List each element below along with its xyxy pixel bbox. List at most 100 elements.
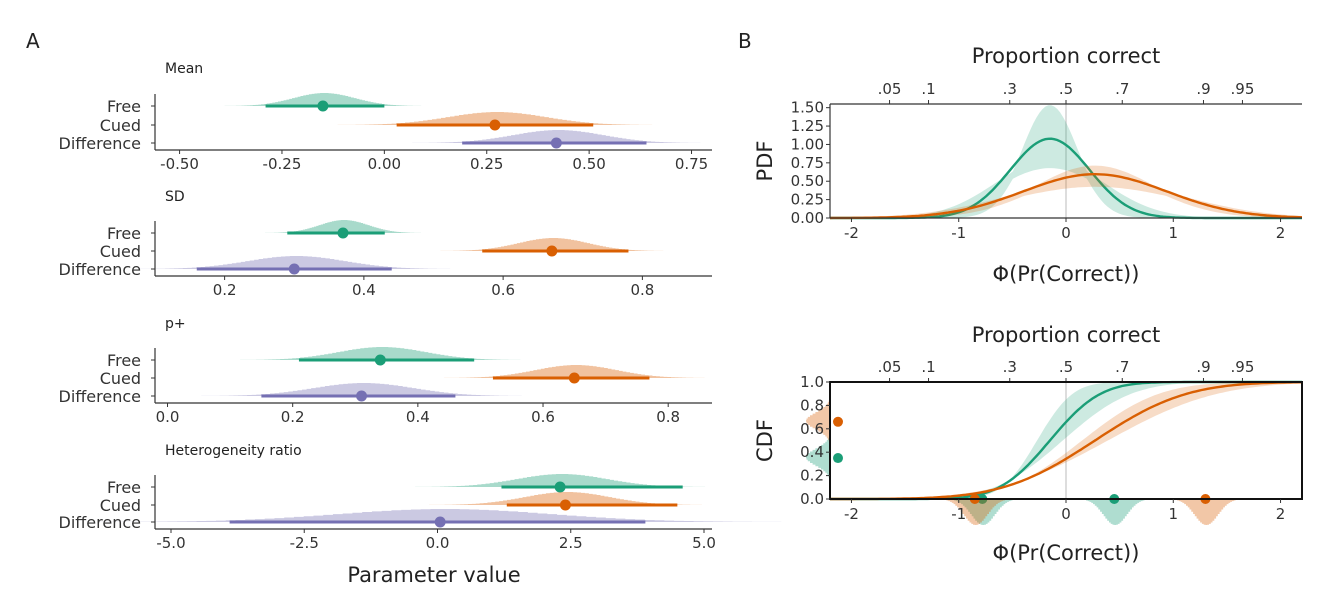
a1-point-difference bbox=[550, 137, 562, 149]
pdf-y-tick-label: 0.75 bbox=[791, 154, 824, 172]
a4-row-label-free: Free bbox=[107, 478, 141, 497]
a4-x-tick-label: -2.5 bbox=[290, 534, 319, 552]
a2-x-tick-label: 0.2 bbox=[213, 281, 237, 299]
a3-x-tick-label: 0.0 bbox=[156, 408, 180, 426]
cdf-pplus-point-free bbox=[833, 453, 843, 464]
pdf-band-cued bbox=[830, 165, 1302, 218]
a1-title: Mean bbox=[165, 61, 203, 77]
a3-point-difference bbox=[356, 390, 368, 402]
cdf-top-tick-label: .5 bbox=[1059, 358, 1073, 376]
cdf-y-tick-label: 0.8 bbox=[800, 396, 824, 414]
panel-b: Proportion correct.05.1.3.5.7.9.950.000.… bbox=[753, 44, 1303, 565]
a4-point-free bbox=[554, 481, 566, 493]
pdf-top-tick-label: .5 bbox=[1059, 80, 1073, 98]
pdf-top-tick-label: .3 bbox=[1003, 80, 1017, 98]
cdf-component-density-free bbox=[1078, 499, 1152, 525]
cdf-y-tick-label: 0.2 bbox=[800, 467, 824, 485]
a1-row-label-free: Free bbox=[107, 97, 141, 116]
cdf-top-tick-label: .9 bbox=[1196, 358, 1210, 376]
cdf-top-tick-label: .1 bbox=[921, 358, 935, 376]
cdf-top-tick-label: .3 bbox=[1003, 358, 1017, 376]
a1-row-label-difference: Difference bbox=[59, 134, 141, 153]
pdf-top-tick-label: .95 bbox=[1231, 80, 1255, 98]
a1-x-tick-label: 0.50 bbox=[572, 155, 605, 173]
panel-a-letter: A bbox=[26, 29, 40, 53]
pdf-top-tick-label: .7 bbox=[1115, 80, 1129, 98]
panel-a-x-axis-title: Parameter value bbox=[347, 563, 520, 587]
a4-row-label-difference: Difference bbox=[59, 513, 141, 532]
a4-x-tick-label: 2.5 bbox=[559, 534, 583, 552]
a4-row-label-cued: Cued bbox=[100, 496, 141, 515]
cdf-y-tick-label: 0.0 bbox=[800, 490, 824, 508]
a2-density-cued bbox=[440, 238, 664, 251]
pdf-y-tick-label: 1.50 bbox=[791, 99, 824, 117]
a2-point-free bbox=[337, 227, 349, 239]
a1-x-tick-label: 0.00 bbox=[368, 155, 401, 173]
panel-b-chart-cdf: Proportion correct .05 .1 .3 .5 .7 .9 .95 0.0 0.2… bbox=[753, 323, 1303, 565]
a4-density-difference bbox=[99, 509, 782, 522]
panel-b-chart-pdf: Proportion correct.05.1.3.5.7.9.950.000.… bbox=[753, 44, 1303, 286]
a4-point-difference bbox=[434, 516, 446, 528]
cdf-pplus-density-cued bbox=[806, 397, 830, 447]
a2-x-tick-label: 0.6 bbox=[491, 281, 515, 299]
cdf-top-tick-label: .05 bbox=[878, 358, 902, 376]
a1-x-tick-label: -0.25 bbox=[263, 155, 302, 173]
a1-density-free bbox=[224, 93, 422, 106]
pdf-top-tick-label: .05 bbox=[878, 80, 902, 98]
a1-point-cued bbox=[489, 119, 501, 131]
a1-x-tick-label: 0.25 bbox=[470, 155, 503, 173]
a2-x-tick-label: 0.4 bbox=[352, 281, 376, 299]
a4-density-free bbox=[415, 474, 706, 487]
cdf-x-axis-title: Φ(Pr(Correct)) bbox=[993, 541, 1140, 565]
cdf-top-tick-label: .95 bbox=[1231, 358, 1255, 376]
pdf-x-axis-title: Φ(Pr(Correct)) bbox=[993, 262, 1140, 286]
pdf-y-tick-label: 1.00 bbox=[791, 135, 824, 153]
pdf-x-tick-label: 1 bbox=[1168, 224, 1178, 242]
cdf-component-density-free bbox=[946, 499, 1020, 525]
pdf-x-tick-label: -2 bbox=[844, 224, 859, 242]
pdf-y-tick-label: 0.25 bbox=[791, 191, 824, 209]
pdf-x-tick-label: -1 bbox=[951, 224, 966, 242]
cdf-component-density-cued bbox=[939, 499, 1012, 525]
cdf-y-tick-label: 0.4 bbox=[800, 443, 824, 461]
cdf-x-tick-label: 2 bbox=[1276, 505, 1286, 523]
cdf-y-tick-label: 1.0 bbox=[800, 373, 824, 391]
a3-row-label-free: Free bbox=[107, 351, 141, 370]
a2-point-difference bbox=[288, 263, 300, 275]
a2-density-difference bbox=[138, 256, 451, 269]
a4-title: Heterogeneity ratio bbox=[165, 443, 302, 459]
a4-x-tick-label: 5.0 bbox=[692, 534, 716, 552]
a1-density-cued bbox=[337, 112, 653, 125]
cdf-x-tick-label: 0 bbox=[1061, 505, 1071, 523]
pdf-band-free bbox=[830, 105, 1302, 218]
a1-x-tick-label: -0.50 bbox=[160, 155, 199, 173]
a3-density-free bbox=[240, 347, 521, 360]
a3-x-tick-label: 0.4 bbox=[406, 408, 430, 426]
a3-x-tick-label: 0.6 bbox=[531, 408, 555, 426]
a3-density-cued bbox=[444, 365, 705, 378]
a1-x-tick-label: 0.75 bbox=[675, 155, 708, 173]
panel-b-letter: B bbox=[738, 29, 752, 53]
cdf-top-tick-label: .7 bbox=[1115, 358, 1129, 376]
pdf-y-tick-label: 0.50 bbox=[791, 172, 824, 190]
a3-x-tick-label: 0.2 bbox=[281, 408, 305, 426]
a4-x-tick-label: -5.0 bbox=[156, 534, 185, 552]
cdf-x-tick-label: -1 bbox=[951, 505, 966, 523]
a2-title: SD bbox=[165, 189, 185, 205]
cdf-y-axis-title: CDF bbox=[753, 419, 777, 462]
a2-density-free bbox=[265, 220, 421, 233]
a1-density-difference bbox=[412, 130, 701, 143]
pdf-y-tick-label: 0.00 bbox=[791, 209, 824, 227]
pdf-y-axis-title: PDF bbox=[753, 141, 777, 182]
cdf-component-density-cued bbox=[1170, 499, 1243, 525]
a2-row-label-free: Free bbox=[107, 224, 141, 243]
a3-point-cued bbox=[568, 372, 580, 384]
pdf-y-tick-label: 1.25 bbox=[791, 117, 824, 135]
cdf-x-tick-label: 1 bbox=[1168, 505, 1178, 523]
a1-point-free bbox=[317, 100, 329, 112]
